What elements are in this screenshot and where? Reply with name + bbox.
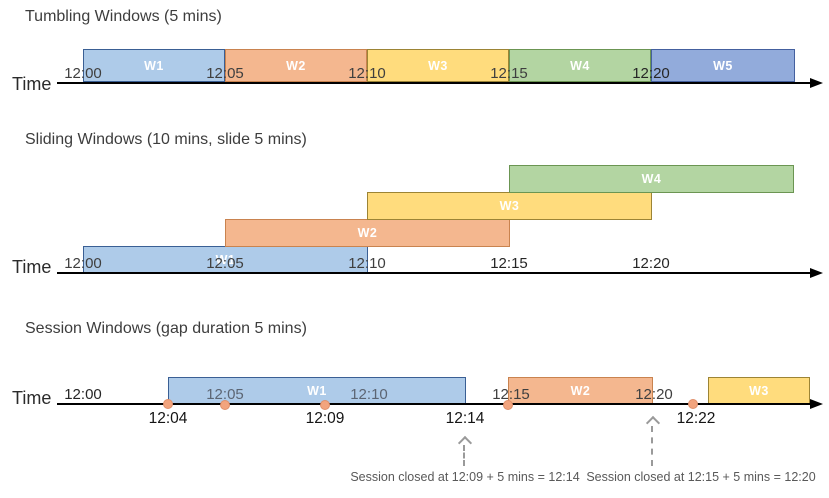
session-close-annotation: Session closed at 12:09 + 5 mins = 12:14 <box>350 470 580 484</box>
sliding-tick: 12:00 <box>64 255 102 272</box>
window-label: W2 <box>570 383 591 398</box>
session-tick: 12:15 <box>492 386 530 403</box>
session-tick: 12:05 <box>206 386 244 403</box>
tumbling-window-w1: W1 <box>83 49 225 82</box>
event-time-label: 12:04 <box>148 410 188 427</box>
tumbling-tick: 12:15 <box>490 65 528 82</box>
sliding-timeline <box>57 272 812 274</box>
tumbling-tick: 12:00 <box>64 65 102 82</box>
session-section-title: Session Windows (gap duration 5 mins) <box>25 320 307 337</box>
sliding-time-label: Time <box>12 257 52 277</box>
session-window-w3: W3 <box>708 377 810 404</box>
sliding-section-title: Sliding Windows (10 mins, slide 5 mins) <box>25 131 307 148</box>
tumbling-time-label: Time <box>12 74 52 94</box>
session-window-w2: W2 <box>508 377 653 404</box>
window-label: W4 <box>641 172 662 186</box>
sliding-tick: 12:15 <box>490 255 528 272</box>
tumbling-window-w5: W5 <box>651 49 795 82</box>
window-label: W5 <box>713 58 733 73</box>
tumbling-window-w2: W2 <box>225 49 367 82</box>
session-close-annotation: Session closed at 12:15 + 5 mins = 12:20 <box>586 470 816 484</box>
session-tick: 12:00 <box>64 386 102 403</box>
sliding-tick: 12:10 <box>348 255 386 272</box>
event-time-label: 12:22 <box>676 410 716 427</box>
tumbling-section-title: Tumbling Windows (5 mins) <box>25 8 222 25</box>
window-label: W4 <box>570 58 590 73</box>
window-label: W3 <box>428 58 448 73</box>
event-dot <box>503 400 513 410</box>
event-dot <box>320 400 330 410</box>
session-timeline-arrowhead-icon <box>810 399 823 409</box>
tumbling-tick: 12:05 <box>206 65 244 82</box>
session-timeline <box>57 403 812 405</box>
sliding-timeline-arrowhead-icon <box>810 268 823 278</box>
window-label: W1 <box>307 383 327 398</box>
window-label: W3 <box>499 199 520 213</box>
up-arrow-icon <box>457 435 473 451</box>
tumbling-window-w4: W4 <box>509 49 651 82</box>
sliding-tick: 12:05 <box>206 255 244 272</box>
tumbling-timeline-arrowhead-icon <box>810 78 823 88</box>
tumbling-tick: 12:20 <box>632 65 670 82</box>
window-label: W3 <box>749 383 769 398</box>
event-dot <box>220 400 230 410</box>
session-window-w1: W1 <box>168 377 466 404</box>
tumbling-timeline <box>57 82 812 84</box>
tumbling-window-w3: W3 <box>367 49 509 82</box>
window-label: W1 <box>215 253 236 267</box>
window-label: W1 <box>144 58 164 73</box>
sliding-window-w3: W3 <box>367 192 652 220</box>
event-time-label: 12:09 <box>305 410 345 427</box>
sliding-tick: 12:20 <box>632 255 670 272</box>
event-dot <box>163 399 173 409</box>
session-time-label: Time <box>12 388 52 408</box>
session-tick: 12:10 <box>350 386 388 403</box>
session-tick: 12:20 <box>635 386 673 403</box>
dashed-pointer-line <box>651 426 653 466</box>
up-arrow-icon <box>645 415 661 431</box>
dashed-pointer-line <box>463 445 465 466</box>
event-time-label: 12:14 <box>445 410 485 427</box>
event-dot <box>688 399 698 409</box>
sliding-window-w2: W2 <box>225 219 510 247</box>
window-label: W2 <box>286 58 306 73</box>
tumbling-tick: 12:10 <box>348 65 386 82</box>
sliding-window-w4: W4 <box>509 165 794 193</box>
window-label: W2 <box>357 226 378 240</box>
